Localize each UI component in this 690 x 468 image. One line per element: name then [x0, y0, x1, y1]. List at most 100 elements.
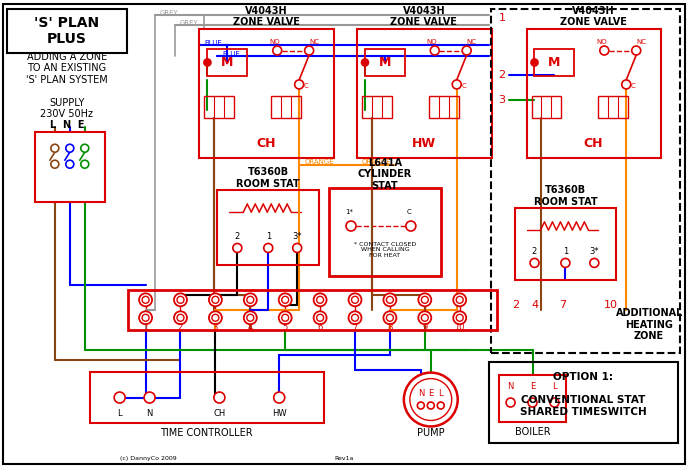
Text: ORANGE: ORANGE	[362, 159, 392, 165]
Circle shape	[590, 258, 599, 267]
Text: C: C	[631, 83, 635, 89]
Circle shape	[431, 46, 440, 55]
Text: N: N	[507, 382, 514, 391]
Text: C: C	[462, 83, 466, 89]
Text: * CONTACT CLOSED
WHEN CALLING
FOR HEAT: * CONTACT CLOSED WHEN CALLING FOR HEAT	[354, 241, 416, 258]
Circle shape	[348, 311, 362, 324]
Text: 4: 4	[248, 323, 253, 332]
Text: L: L	[552, 382, 557, 391]
Text: 4: 4	[532, 300, 539, 310]
Circle shape	[452, 80, 461, 89]
Text: 1: 1	[266, 233, 271, 241]
Bar	[35, 132, 105, 202]
Circle shape	[177, 314, 184, 321]
Text: BLUE: BLUE	[204, 39, 222, 45]
Bar	[535, 49, 574, 76]
Circle shape	[139, 311, 152, 324]
Text: 3*: 3*	[589, 248, 599, 256]
Text: M: M	[221, 56, 233, 69]
Text: V4043H
ZONE VALVE: V4043H ZONE VALVE	[391, 6, 457, 28]
Text: 10: 10	[455, 323, 465, 332]
Circle shape	[177, 296, 184, 303]
Text: NO: NO	[596, 38, 607, 44]
Bar	[128, 290, 497, 330]
Text: PLUS: PLUS	[47, 31, 87, 45]
Circle shape	[66, 160, 74, 168]
Circle shape	[244, 311, 257, 324]
Circle shape	[351, 314, 359, 321]
Circle shape	[144, 392, 155, 403]
Text: Rev1a: Rev1a	[335, 456, 354, 461]
Circle shape	[462, 46, 471, 55]
Circle shape	[214, 392, 225, 403]
Bar	[428, 96, 459, 118]
Text: 3: 3	[213, 323, 218, 332]
Circle shape	[209, 311, 222, 324]
Circle shape	[295, 80, 304, 89]
Circle shape	[293, 243, 302, 252]
Text: BLUE: BLUE	[222, 51, 240, 57]
Bar	[329, 188, 441, 276]
Circle shape	[386, 296, 393, 303]
Circle shape	[204, 59, 211, 66]
Bar	[199, 29, 334, 158]
Text: L: L	[117, 409, 122, 418]
Circle shape	[317, 314, 324, 321]
Text: C: C	[406, 209, 411, 215]
Bar	[204, 96, 235, 118]
Text: M: M	[549, 56, 561, 69]
Circle shape	[274, 392, 285, 403]
Bar	[357, 29, 491, 158]
Text: BOILER: BOILER	[515, 427, 551, 438]
Circle shape	[386, 314, 393, 321]
Text: L  N  E: L N E	[50, 120, 84, 130]
Circle shape	[244, 293, 257, 306]
Circle shape	[453, 293, 466, 306]
Text: CH: CH	[584, 137, 603, 150]
Circle shape	[305, 46, 314, 55]
Text: 6: 6	[317, 323, 323, 332]
Circle shape	[404, 373, 457, 426]
Text: 8: 8	[387, 323, 393, 332]
Text: ORANGE: ORANGE	[304, 159, 334, 165]
Text: 3: 3	[499, 95, 506, 105]
Circle shape	[437, 402, 444, 409]
Text: E: E	[428, 389, 433, 398]
Circle shape	[456, 296, 463, 303]
Text: NC: NC	[636, 38, 647, 44]
Circle shape	[314, 293, 326, 306]
Circle shape	[81, 160, 89, 168]
Circle shape	[114, 392, 125, 403]
Circle shape	[264, 243, 273, 252]
Text: OPTION 1:

CONVENTIONAL STAT
SHARED TIMESWITCH: OPTION 1: CONVENTIONAL STAT SHARED TIMES…	[520, 372, 647, 417]
Text: GREY: GREY	[159, 10, 178, 15]
Circle shape	[406, 221, 416, 231]
Circle shape	[209, 293, 222, 306]
Circle shape	[282, 314, 288, 321]
Text: M: M	[379, 56, 391, 69]
Text: 9: 9	[422, 323, 427, 332]
Text: E: E	[530, 382, 535, 391]
Circle shape	[632, 46, 641, 55]
Circle shape	[528, 398, 537, 407]
Text: NC: NC	[309, 38, 319, 44]
Text: 2: 2	[512, 300, 519, 310]
Circle shape	[348, 293, 362, 306]
Bar	[515, 208, 616, 280]
Bar	[90, 372, 324, 424]
Text: N: N	[146, 409, 152, 418]
Bar	[365, 49, 405, 76]
Text: SUPPLY
230V 50Hz: SUPPLY 230V 50Hz	[40, 97, 93, 119]
Text: PUMP: PUMP	[417, 428, 444, 439]
Bar	[208, 49, 247, 76]
Text: 'S' PLAN: 'S' PLAN	[34, 15, 99, 29]
Text: 1*: 1*	[345, 209, 353, 215]
Circle shape	[506, 398, 515, 407]
Circle shape	[346, 221, 356, 231]
Text: 1: 1	[563, 248, 568, 256]
Bar	[499, 374, 566, 423]
Circle shape	[622, 80, 631, 89]
Text: 2: 2	[235, 233, 240, 241]
Circle shape	[139, 293, 152, 306]
Text: CH: CH	[213, 409, 226, 418]
